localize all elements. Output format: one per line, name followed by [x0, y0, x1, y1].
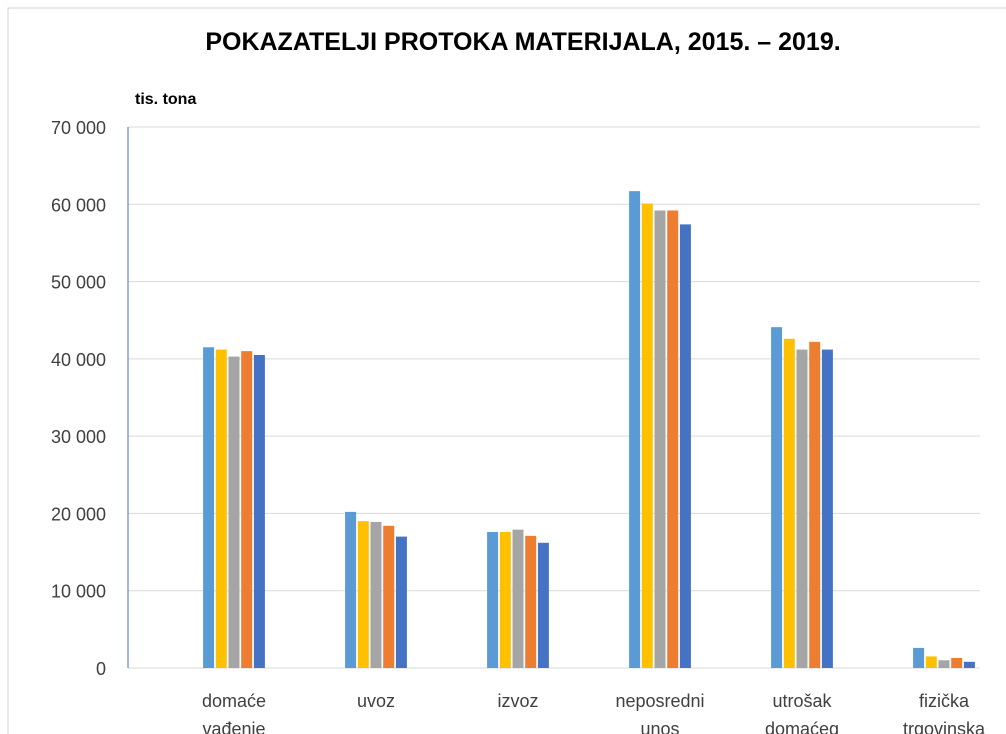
- bar: [796, 349, 808, 668]
- bar: [629, 191, 641, 668]
- bar: [963, 661, 975, 668]
- bar: [345, 511, 357, 668]
- bar: [370, 521, 382, 668]
- y-tick-label: 0: [96, 659, 106, 679]
- bar: [821, 349, 833, 668]
- bar: [641, 203, 653, 668]
- y-tick-label: 20 000: [51, 504, 106, 524]
- chart-title: POKAZATELJI PROTOKA MATERIJALA, 2015. – …: [205, 28, 840, 56]
- bar: [512, 529, 524, 668]
- x-tick-label: izvoz: [497, 691, 538, 711]
- x-tick-label: utrošak domaćeg: [765, 691, 839, 734]
- bar: [654, 210, 666, 668]
- bar: [228, 356, 240, 668]
- bar: [809, 341, 821, 668]
- y-axis-title: tis. tona: [135, 91, 196, 108]
- y-tick-label: 50 000: [51, 273, 106, 293]
- bar: [951, 657, 963, 668]
- x-tick-label: uvoz: [357, 691, 395, 711]
- x-tick-label: neposredni unos: [615, 691, 704, 734]
- y-tick-label: 30 000: [51, 427, 106, 447]
- y-tick-label: 40 000: [51, 350, 106, 370]
- bar: [253, 354, 265, 668]
- bar: [203, 347, 215, 668]
- y-tick-label: 70 000: [51, 118, 106, 138]
- bar: [357, 521, 369, 668]
- bar: [925, 656, 937, 668]
- y-tick-label: 10 000: [51, 582, 106, 602]
- bar: [395, 536, 407, 668]
- bar: [487, 531, 499, 668]
- bar: [525, 535, 537, 668]
- x-tick-label: fizička trgovinska: [903, 691, 986, 734]
- bar: [667, 210, 679, 668]
- y-tick-label: 60 000: [51, 195, 106, 215]
- bar: [938, 660, 950, 668]
- bar: [771, 327, 783, 668]
- bar: [537, 542, 549, 668]
- bar: [783, 338, 795, 668]
- bar: [383, 525, 395, 668]
- bar: [499, 531, 511, 668]
- bar: [679, 224, 691, 668]
- bar: [913, 647, 925, 668]
- bar: [241, 351, 253, 668]
- bar: [215, 349, 227, 668]
- x-tick-label: domaće vađenje: [202, 691, 266, 734]
